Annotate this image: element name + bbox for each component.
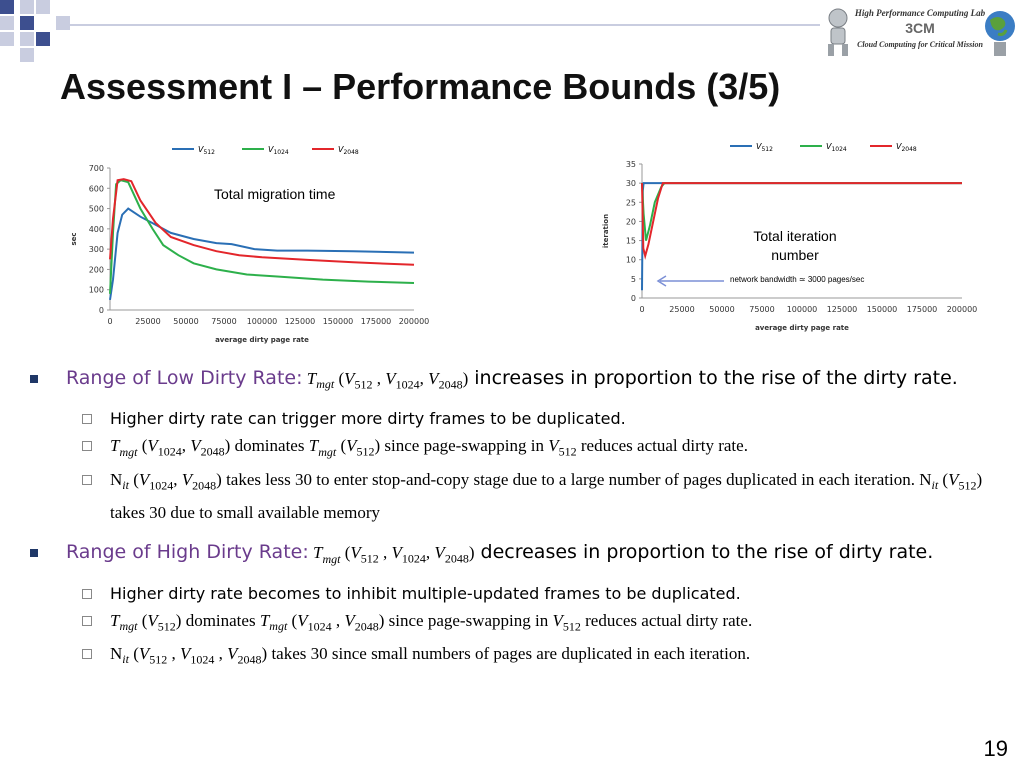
x-tick-label: 75000 [211, 317, 236, 326]
legend-label: V512 [756, 142, 773, 153]
bullet-formula: Tmgt (V512 , V1024, V2048) [313, 543, 475, 566]
x-tick-label: 125000 [285, 317, 316, 326]
x-tick-label: 175000 [361, 317, 392, 326]
checkbox-marker-icon [82, 474, 92, 485]
checkbox-marker-icon [82, 588, 92, 599]
arrow-icon [656, 275, 724, 287]
checkbox-marker-icon [82, 648, 92, 659]
sub-bullet-item: Higher dirty rate becomes to inhibit mul… [30, 580, 1015, 607]
legend-label: V1024 [268, 145, 289, 156]
bullet-accent: Range of High Dirty Rate: [66, 541, 309, 564]
slide-title: Assessment I – Performance Bounds (3/5) [60, 66, 781, 107]
iteration-number-chart: 0 5 10 15 20 25 30 35 0 25000 50000 75000 100000 1250… [600, 134, 980, 344]
x-tick-label: 175000 [907, 305, 938, 314]
x-tick-label: 50000 [709, 305, 734, 314]
svg-text:V512: V512 [756, 142, 773, 153]
y-tick-label: 100 [89, 286, 104, 295]
x-tick-label: 25000 [135, 317, 160, 326]
svg-text:V1024: V1024 [268, 145, 289, 156]
sub-bullet-text: Nit (V1024, V2048) takes less 30 to ente… [110, 469, 983, 523]
y-tick-label: 0 [99, 306, 104, 315]
y-tick-label: 15 [626, 237, 636, 246]
globe-icon [985, 11, 1015, 56]
svg-text:V2048: V2048 [896, 142, 917, 153]
y-tick-label: 600 [89, 184, 104, 193]
logo-line3: Cloud Computing for Critical Mission [857, 40, 983, 49]
series-line-v2048 [641, 182, 962, 260]
x-tick-label: 200000 [399, 317, 430, 326]
svg-text:V1024: V1024 [826, 142, 847, 153]
x-tick-label: 50000 [173, 317, 198, 326]
svg-text:V512: V512 [198, 145, 215, 156]
x-axis-label: average dirty page rate [755, 324, 849, 332]
y-tick-label: 25 [626, 198, 636, 207]
legend-label: V512 [198, 145, 215, 156]
y-tick-label: 700 [89, 164, 104, 173]
x-tick-label: 150000 [867, 305, 898, 314]
x-tick-label: 25000 [669, 305, 694, 314]
x-tick-label: 100000 [787, 305, 818, 314]
y-tick-label: 200 [89, 265, 104, 274]
bullet-list: Range of Low Dirty Rate: Tmgt (V512 , V1… [30, 364, 1015, 673]
chart2-arrow-note: network bandwidth ≃ 3000 pages/sec [730, 275, 865, 284]
y-tick-label: 300 [89, 245, 104, 254]
legend-label: V2048 [896, 142, 917, 153]
page-number: 19 [983, 736, 1008, 761]
header-divider [60, 14, 820, 26]
series-line-v512 [109, 207, 415, 301]
sub-bullet-text: Nit (V512 , V1024 , V2048) takes 30 sinc… [110, 643, 751, 667]
y-tick-label: 0 [631, 294, 636, 303]
y-tick-label: 10 [626, 256, 636, 265]
bullet-accent: Range of Low Dirty Rate: [66, 367, 303, 389]
y-tick-label: 400 [89, 225, 104, 234]
robot-figure-icon [828, 8, 848, 56]
svg-text:V2048: V2048 [338, 145, 359, 156]
sub-bullet-item: Nit (V512 , V1024 , V2048) takes 30 sinc… [30, 640, 1015, 673]
series-line-v2048 [109, 178, 415, 266]
bullet-rest: increases in proportion to the rise of t… [468, 367, 958, 389]
legend-label: V2048 [338, 145, 359, 156]
migration-time-chart: 0 100 200 300 400 500 600 700 0 25000 50000 75000 10… [66, 134, 436, 356]
y-axis-label: iteration [602, 214, 610, 248]
x-tick-label: 200000 [947, 305, 978, 314]
bullet-item: Range of Low Dirty Rate: Tmgt (V512 , V1… [30, 364, 1015, 399]
sub-bullet-item: Tmgt (V1024, V2048) dominates Tmgt (V512… [30, 432, 1015, 465]
legend-label: V1024 [826, 142, 847, 153]
chart1-annotation: Total migration time [214, 186, 336, 202]
y-tick-label: 35 [626, 160, 636, 169]
x-tick-label: 0 [639, 305, 644, 314]
y-tick-label: 500 [89, 205, 104, 214]
sub-bullet-item: Tmgt (V512) dominates Tmgt (V1024 , V204… [30, 607, 1015, 640]
checkbox-marker-icon [82, 615, 92, 626]
x-axis-label: average dirty page rate [215, 336, 309, 344]
x-tick-label: 150000 [323, 317, 354, 326]
y-tick-label: 30 [626, 179, 636, 188]
y-tick-label: 20 [626, 217, 636, 226]
x-tick-label: 75000 [749, 305, 774, 314]
x-tick-label: 100000 [247, 317, 278, 326]
x-tick-label: 0 [107, 317, 112, 326]
sub-bullet-text: Higher dirty rate becomes to inhibit mul… [110, 583, 741, 603]
checkbox-marker-icon [82, 414, 92, 425]
sub-bullet-text: Tmgt (V512) dominates Tmgt (V1024 , V204… [110, 610, 753, 633]
x-tick-label: 125000 [827, 305, 858, 314]
decorative-squares [0, 0, 80, 62]
logo-line2: 3CM [905, 20, 935, 36]
bullet-rest: decreases in proportion to the rise of d… [474, 541, 934, 564]
lab-logo: High Performance Computing Lab 3CM Cloud… [820, 2, 1020, 60]
bullet-item: Range of High Dirty Rate: Tmgt (V512 , V… [30, 538, 1015, 573]
bullet-formula: Tmgt (V512 , V1024, V2048) [306, 369, 469, 392]
checkbox-marker-icon [82, 441, 92, 452]
y-tick-label: 5 [631, 275, 636, 284]
sub-bullet-item: Nit (V1024, V2048) takes less 30 to ente… [30, 466, 1015, 526]
bullet-marker-icon [30, 549, 38, 558]
y-axis-label: sec [70, 232, 78, 245]
sub-bullet-text: Tmgt (V1024, V2048) dominates Tmgt (V512… [110, 436, 748, 459]
sub-bullet-item: Higher dirty rate can trigger more dirty… [30, 405, 1015, 432]
chart2-annotation: Total iteration number [753, 228, 837, 263]
sub-bullet-text: Higher dirty rate can trigger more dirty… [110, 409, 626, 429]
bullet-marker-icon [30, 375, 38, 383]
logo-line1: High Performance Computing Lab [854, 8, 986, 18]
